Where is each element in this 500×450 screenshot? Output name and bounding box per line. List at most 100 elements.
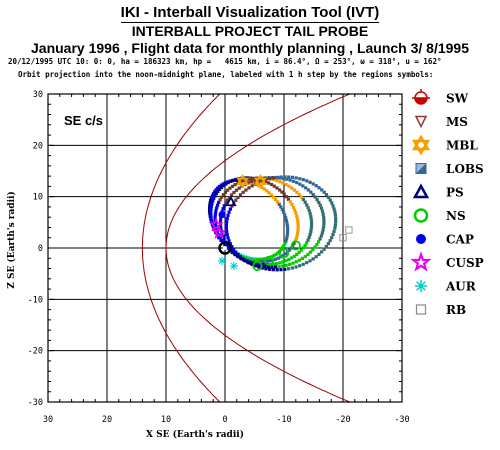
orbit-point <box>316 240 321 244</box>
orbit-point <box>305 261 309 265</box>
orbit-point <box>249 179 254 184</box>
orbit-point <box>214 188 218 192</box>
orbit-point <box>289 246 293 250</box>
orbit-point <box>271 268 275 272</box>
orbit-point <box>294 265 298 269</box>
orbit-point <box>280 190 284 194</box>
orbit-point <box>209 210 213 214</box>
orbit-point <box>285 224 290 228</box>
orbit-point <box>221 207 225 211</box>
orbit-point <box>297 250 301 254</box>
orbit-point <box>270 265 274 269</box>
z-tick-label: -20 <box>28 347 43 357</box>
orbit-point <box>322 222 326 226</box>
orbit-point <box>301 262 305 266</box>
orbit-point <box>241 190 245 194</box>
orbit-point <box>318 203 322 207</box>
orbit-point <box>208 201 212 205</box>
orbit-point <box>284 195 289 199</box>
orbit-point <box>263 265 267 269</box>
orbit-point <box>234 250 238 254</box>
orbit-point <box>221 182 225 186</box>
orbit-region-marker <box>290 240 301 251</box>
orbit-region-marker <box>211 224 227 239</box>
orbit-point <box>264 180 268 184</box>
orbit-point <box>225 188 230 192</box>
orbit-point <box>250 184 254 188</box>
orbit-point <box>264 267 268 271</box>
orbit-point <box>247 261 251 265</box>
orbit-point <box>265 256 269 260</box>
orbit-point <box>214 192 218 196</box>
orbit-point <box>210 202 214 206</box>
orbit-region-marker <box>217 256 227 266</box>
orbit-point <box>281 260 285 264</box>
orbit-point <box>257 257 262 261</box>
orbit-point <box>211 192 216 196</box>
orbit-point <box>295 234 299 238</box>
orbit-point <box>280 246 285 250</box>
orbit-point <box>209 204 213 209</box>
legend-label-mbl: MBL <box>446 139 478 153</box>
orbit-region-marker <box>218 211 226 219</box>
orbit-point <box>252 257 256 261</box>
earth-core <box>223 246 227 250</box>
mission-line: January 1996 , Flight data for monthly p… <box>31 40 469 56</box>
orbit-point <box>259 260 263 264</box>
orbit-point <box>278 261 282 265</box>
orbit-point <box>214 206 219 210</box>
orbit-point <box>309 221 314 225</box>
orbit-point <box>279 205 283 209</box>
legend-symbol-sw <box>412 89 430 105</box>
orbit-point <box>326 195 331 199</box>
projection-note: Orbit projection into the noon-midnight … <box>18 70 434 79</box>
orbit-point <box>216 189 220 194</box>
orbit-point <box>282 192 286 196</box>
orbit-region-marker <box>208 217 224 232</box>
orbit-point <box>265 259 269 263</box>
orbit-point <box>244 259 248 263</box>
orbit-point <box>322 225 326 229</box>
legend-label-sw: SW <box>446 92 469 106</box>
orbit-point <box>217 187 222 191</box>
orbit-point <box>214 209 218 213</box>
orbit-point <box>275 178 279 183</box>
orbit-point <box>218 219 223 223</box>
orbit-point <box>301 184 305 188</box>
orbit-point <box>309 224 314 228</box>
title-underline <box>121 22 379 23</box>
project-subtitle: INTERBALL PROJECT TAIL PROBE <box>131 23 369 39</box>
orbit-point <box>309 190 313 194</box>
orbit-point <box>234 177 238 182</box>
x-tick-label: 10 <box>161 415 171 425</box>
orbit-point <box>311 257 315 261</box>
orbit-point <box>320 209 325 213</box>
orbit-point <box>275 268 279 272</box>
orbit-point <box>273 265 278 269</box>
orbit-point <box>212 196 216 201</box>
orbit-point <box>308 180 312 184</box>
orbit-point <box>255 257 259 261</box>
orbit-point <box>224 223 229 227</box>
orbit-point <box>251 176 256 181</box>
orbit-point <box>290 186 294 190</box>
x-axis-label: X SE (Earth's radii) <box>146 429 244 440</box>
orbit-point <box>307 209 311 213</box>
orbit-point <box>296 231 300 235</box>
orbit-point <box>257 180 261 184</box>
orbit-point <box>210 219 214 223</box>
orbit-point <box>228 242 232 246</box>
orbit-point <box>330 201 334 205</box>
orbit-point <box>321 228 325 232</box>
orbit-point <box>236 195 240 200</box>
orbit-point <box>271 262 275 266</box>
orbit-point <box>334 216 338 221</box>
orbit-point <box>296 228 300 232</box>
orbit-point <box>273 197 278 202</box>
orbit-point <box>260 266 264 270</box>
legend-symbol-ns <box>413 208 429 223</box>
orbit-point <box>297 258 301 262</box>
orbit-point <box>234 188 239 192</box>
orbit-point <box>331 204 335 208</box>
